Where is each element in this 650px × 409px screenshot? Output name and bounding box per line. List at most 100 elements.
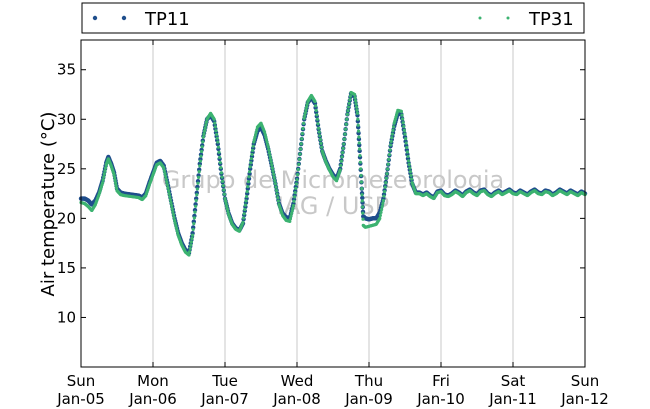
y-tick-label: 20: [57, 209, 76, 227]
data-point: [189, 240, 193, 244]
data-point: [356, 117, 360, 121]
data-point: [313, 99, 317, 104]
data-point: [339, 163, 343, 168]
data-point: [243, 203, 247, 207]
data-point: [353, 99, 358, 103]
data-point: [212, 117, 216, 121]
data-point: [187, 253, 191, 257]
data-point: [381, 198, 385, 203]
data-point: [225, 204, 229, 209]
data-point: [294, 186, 298, 190]
x-axis: SunJan-05MonJan-06TueJan-07WedJan-08ThuJ…: [56, 40, 609, 408]
data-point: [354, 105, 359, 109]
data-point: [174, 223, 178, 227]
data-point: [172, 215, 176, 219]
data-point: [303, 113, 307, 118]
data-point: [318, 134, 322, 138]
data-point: [225, 207, 229, 211]
data-point: [167, 189, 171, 193]
x-tick-label-date: Jan-09: [344, 390, 393, 408]
data-point: [249, 156, 253, 161]
x-tick-label-date: Jan-07: [200, 390, 249, 408]
data-point: [314, 108, 318, 112]
data-point: [216, 140, 220, 144]
data-point: [380, 204, 384, 209]
data-point: [360, 199, 364, 203]
data-point: [112, 173, 116, 177]
data-point: [269, 157, 273, 161]
data-point: [164, 177, 168, 181]
data-point: [290, 211, 294, 216]
data-point: [215, 132, 219, 137]
data-point: [356, 129, 361, 133]
data-point: [244, 199, 248, 203]
data-point: [274, 185, 278, 189]
data-point: [162, 169, 166, 173]
data-point: [215, 136, 219, 140]
x-tick-label-date: Jan-05: [56, 390, 105, 408]
data-point: [344, 122, 348, 126]
x-tick-label-day: Sat: [501, 372, 526, 390]
data-point: [221, 184, 225, 188]
data-point: [248, 165, 252, 169]
data-point: [219, 171, 223, 175]
data-point: [302, 116, 306, 120]
data-point: [288, 217, 292, 221]
data-point: [320, 145, 324, 149]
data-point: [171, 209, 175, 214]
data-point: [293, 195, 297, 199]
data-point: [197, 175, 201, 180]
data-point: [193, 210, 197, 214]
data-point: [383, 185, 387, 189]
data-point: [164, 174, 168, 178]
data-point: [407, 159, 411, 163]
data-point: [213, 125, 217, 129]
data-point: [292, 199, 296, 203]
data-point: [390, 132, 394, 136]
x-tick-label-date: Jan-11: [488, 390, 537, 408]
data-point: [188, 250, 192, 254]
data-point: [339, 159, 343, 163]
data-point: [198, 164, 202, 168]
data-point: [263, 133, 267, 137]
data-point: [168, 194, 172, 199]
data-point: [198, 159, 202, 163]
data-point: [389, 143, 393, 147]
data-point: [202, 132, 206, 136]
data-point: [402, 124, 406, 129]
x-tick-label-day: Fri: [432, 372, 450, 390]
data-point: [251, 144, 255, 148]
y-tick-label: 10: [57, 308, 76, 326]
data-point: [191, 227, 195, 232]
data-point: [248, 170, 252, 174]
data-point: [401, 117, 405, 121]
data-point: [271, 169, 275, 173]
data-point: [390, 136, 394, 140]
data-point: [102, 175, 106, 179]
data-point: [170, 206, 174, 211]
data-point: [241, 220, 245, 224]
data-point: [317, 126, 321, 130]
data-point: [299, 142, 303, 146]
data-point: [356, 123, 360, 127]
data-point: [224, 202, 228, 206]
data-point: [221, 179, 225, 183]
data-point: [391, 128, 395, 133]
data-point: [173, 218, 177, 222]
data-point: [291, 203, 295, 208]
data-point: [360, 193, 364, 197]
data-point: [353, 92, 357, 97]
data-point: [200, 149, 204, 154]
data-point: [255, 128, 259, 132]
data-point: [299, 147, 303, 151]
data-point: [246, 180, 250, 184]
data-point: [347, 105, 351, 109]
data-point: [318, 137, 322, 142]
data-point: [358, 147, 362, 151]
data-point: [297, 162, 301, 166]
x-tick-label-date: Jan-12: [560, 390, 609, 408]
data-point: [388, 148, 392, 152]
data-point: [226, 210, 230, 214]
y-axis: 10 15 20 25 30 35: [57, 61, 585, 326]
